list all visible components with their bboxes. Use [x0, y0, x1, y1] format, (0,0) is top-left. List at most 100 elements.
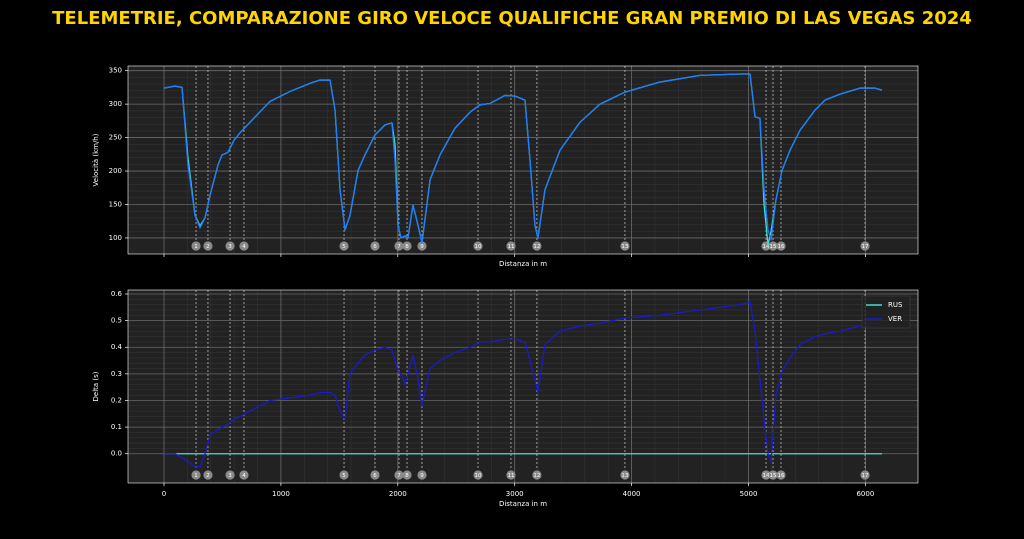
corner-label: 15	[770, 473, 777, 479]
corner-label: 13	[621, 244, 628, 250]
y-tick-label: 150	[109, 200, 122, 208]
corner-marker	[768, 241, 778, 251]
corner-label: 8	[405, 244, 409, 250]
legend-label: RUS	[888, 301, 903, 309]
corner-marker	[506, 470, 516, 480]
corner-marker	[191, 241, 201, 251]
series-line	[164, 301, 882, 468]
plot-area	[128, 66, 918, 254]
corner-label: 4	[242, 244, 246, 250]
corner-marker	[239, 470, 249, 480]
corner-label: 13	[621, 473, 628, 479]
x-tick-label: 0	[162, 490, 166, 498]
x-tick-label: 5000	[740, 490, 758, 498]
corner-label: 12	[533, 244, 540, 250]
corner-marker	[532, 241, 542, 251]
corner-marker	[620, 241, 630, 251]
corner-label: 11	[507, 244, 514, 250]
y-tick-label: 300	[109, 100, 122, 108]
corner-marker	[860, 241, 870, 251]
corner-marker	[761, 470, 771, 480]
corner-marker	[506, 241, 516, 251]
corner-marker	[473, 241, 483, 251]
y-tick-label: 100	[109, 234, 122, 242]
corner-label: 6	[373, 473, 377, 479]
y-tick-label: 0.3	[111, 370, 122, 378]
plot-frame	[127, 65, 919, 255]
y-axis-label: Velocità (km/h)	[92, 133, 100, 186]
legend-box	[861, 295, 911, 329]
legend-label: VER	[888, 315, 902, 323]
y-tick-label: 250	[109, 134, 122, 142]
corner-label: 15	[770, 244, 777, 250]
corner-label: 9	[420, 244, 424, 250]
plot-frame	[127, 289, 919, 484]
corner-marker	[768, 470, 778, 480]
corner-marker	[239, 241, 249, 251]
corner-label: 2	[206, 244, 210, 250]
corner-marker	[776, 470, 786, 480]
corner-marker	[370, 470, 380, 480]
corner-marker	[203, 241, 213, 251]
series-line	[163, 73, 883, 244]
corner-marker	[532, 470, 542, 480]
x-tick-label: 2000	[389, 490, 407, 498]
corner-label: 3	[228, 473, 232, 479]
x-tick-label: 1000	[272, 490, 290, 498]
y-tick-label: 0.6	[111, 290, 123, 298]
corner-label: 9	[420, 473, 424, 479]
corner-label: 1	[194, 244, 198, 250]
y-tick-label: 0.5	[111, 317, 122, 325]
y-tick-label: 350	[109, 67, 122, 75]
x-tick-label: 4000	[623, 490, 641, 498]
corner-label: 10	[474, 244, 481, 250]
corner-marker	[860, 470, 870, 480]
y-tick-label: 0.2	[111, 396, 122, 404]
corner-label: 3	[228, 244, 232, 250]
y-tick-label: 0.4	[111, 343, 123, 351]
y-tick-label: 0.1	[111, 423, 122, 431]
corner-label: 2	[206, 473, 210, 479]
corner-marker	[402, 470, 412, 480]
corner-marker	[339, 241, 349, 251]
corner-label: 14	[763, 473, 770, 479]
corner-label: 1	[194, 473, 198, 479]
corner-label: 5	[342, 244, 346, 250]
corner-label: 11	[507, 473, 514, 479]
corner-label: 14	[763, 244, 770, 250]
y-tick-label: 200	[109, 167, 122, 175]
corner-marker	[203, 470, 213, 480]
corner-label: 12	[533, 473, 540, 479]
corner-marker	[394, 241, 404, 251]
corner-marker	[339, 470, 349, 480]
corner-marker	[225, 241, 235, 251]
corner-marker	[394, 470, 404, 480]
chart-title: TELEMETRIE, COMPARAZIONE GIRO VELOCE QUA…	[52, 8, 972, 29]
corner-label: 16	[777, 244, 784, 250]
plot-area	[128, 290, 918, 483]
corner-label: 6	[373, 244, 377, 250]
corner-label: 7	[397, 244, 401, 250]
corner-marker	[417, 470, 427, 480]
corner-marker	[402, 241, 412, 251]
corner-marker	[620, 470, 630, 480]
corner-label: 8	[405, 473, 409, 479]
corner-marker	[417, 241, 427, 251]
y-axis-label: Delta (s)	[92, 371, 100, 401]
corner-label: 16	[777, 473, 784, 479]
corner-marker	[225, 470, 235, 480]
x-axis-label: Distanza in m	[499, 500, 547, 508]
x-axis-label: Distanza in m	[499, 260, 547, 268]
corner-label: 17	[862, 244, 869, 250]
corner-marker	[370, 241, 380, 251]
corner-label: 7	[397, 473, 401, 479]
x-tick-label: 3000	[506, 490, 524, 498]
corner-marker	[776, 241, 786, 251]
corner-label: 4	[242, 473, 246, 479]
corner-marker	[473, 470, 483, 480]
y-tick-label: 0.0	[111, 450, 122, 458]
corner-label: 10	[474, 473, 481, 479]
corner-label: 17	[862, 473, 869, 479]
